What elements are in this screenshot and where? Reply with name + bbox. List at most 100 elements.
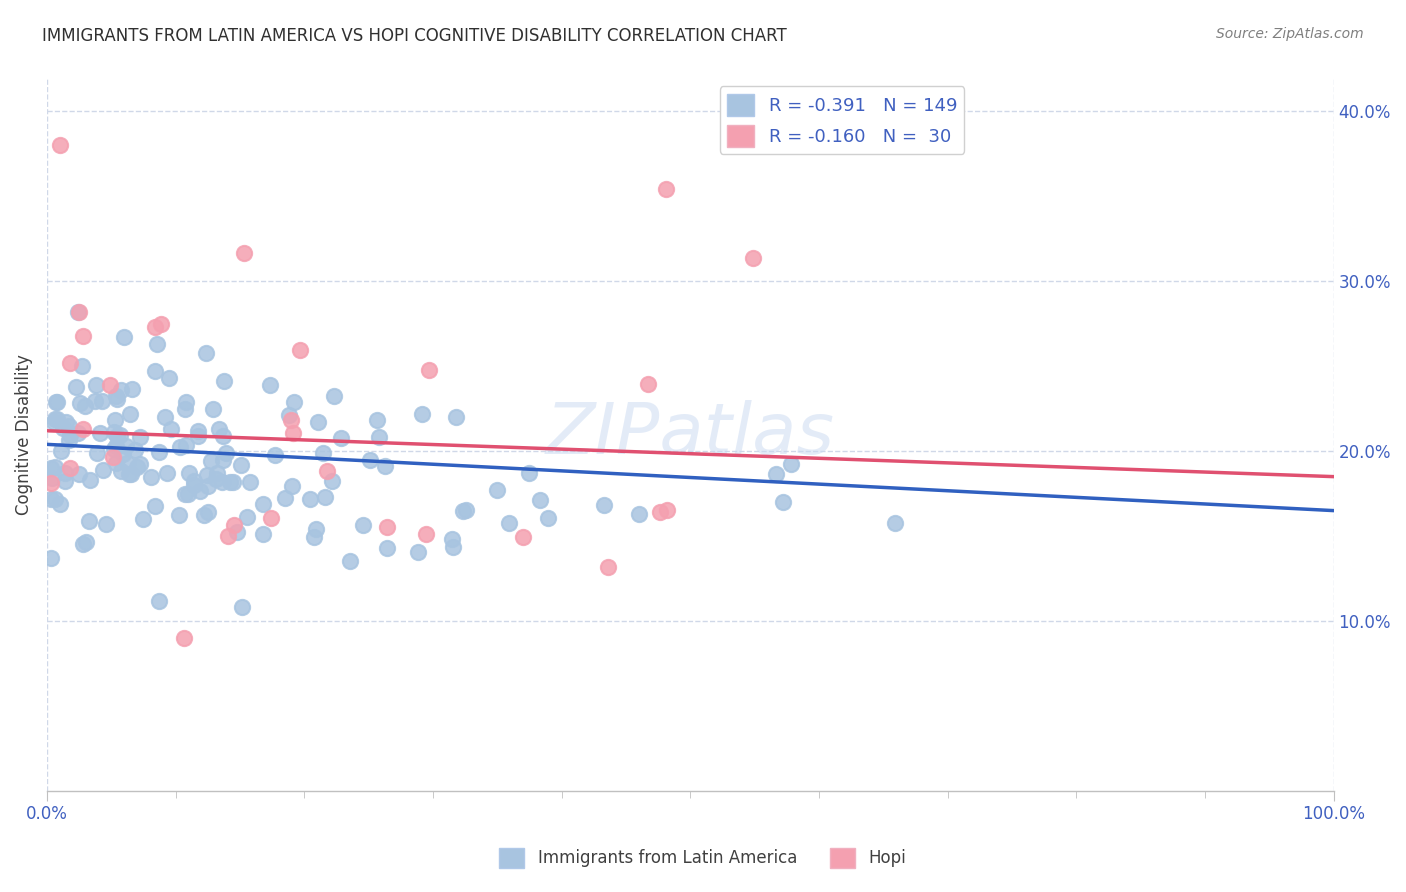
Point	[305, 522, 328, 536]
Point	[187, 424, 209, 438]
Point	[193, 508, 215, 522]
Point	[53, 467, 76, 481]
Legend: R = -0.391   N = 149, R = -0.160   N =  30: R = -0.391 N = 149, R = -0.160 N = 30	[720, 87, 965, 154]
Point	[79, 473, 101, 487]
Point	[72, 422, 94, 436]
Point	[45, 394, 67, 409]
Point	[177, 487, 200, 501]
Point	[83, 394, 105, 409]
Point	[415, 527, 437, 541]
Point	[45, 412, 67, 426]
Point	[329, 431, 352, 445]
Point	[229, 458, 252, 472]
Point	[86, 446, 108, 460]
Point	[366, 413, 388, 427]
Point	[299, 492, 322, 507]
Point	[127, 459, 149, 474]
Point	[44, 415, 66, 429]
Point	[183, 474, 205, 488]
Point	[115, 439, 138, 453]
Point	[44, 412, 66, 426]
Point	[657, 502, 679, 516]
Point	[596, 560, 619, 574]
Point	[252, 527, 274, 541]
Point	[141, 470, 163, 484]
Point	[780, 458, 803, 472]
Point	[66, 426, 89, 441]
Point	[197, 505, 219, 519]
Point	[121, 382, 143, 396]
Point	[183, 478, 205, 492]
Point	[79, 514, 101, 528]
Point	[627, 507, 650, 521]
Point	[72, 329, 94, 343]
Point	[153, 409, 176, 424]
Point	[498, 516, 520, 530]
Point	[197, 479, 219, 493]
Point	[45, 395, 67, 409]
Point	[359, 453, 381, 467]
Point	[44, 492, 66, 507]
Point	[339, 554, 361, 568]
Text: Source: ZipAtlas.com: Source: ZipAtlas.com	[1216, 27, 1364, 41]
Point	[44, 459, 66, 474]
Point	[225, 525, 247, 540]
Point	[537, 511, 560, 525]
Point	[49, 444, 72, 458]
Point	[84, 378, 107, 392]
Point	[322, 389, 344, 403]
Point	[593, 498, 616, 512]
Point	[72, 536, 94, 550]
Point	[200, 453, 222, 467]
Point	[239, 475, 262, 490]
Point	[105, 429, 128, 443]
Point	[94, 517, 117, 532]
Point	[352, 518, 374, 533]
Point	[52, 421, 75, 435]
Point	[143, 319, 166, 334]
Point	[103, 425, 125, 440]
Point	[451, 504, 474, 518]
Point	[222, 518, 245, 533]
Text: IMMIGRANTS FROM LATIN AMERICA VS HOPI COGNITIVE DISABILITY CORRELATION CHART: IMMIGRANTS FROM LATIN AMERICA VS HOPI CO…	[42, 27, 787, 45]
Point	[59, 356, 82, 370]
Point	[231, 599, 253, 614]
Point	[742, 251, 765, 265]
Point	[174, 395, 197, 409]
Point	[104, 439, 127, 453]
Point	[110, 464, 132, 478]
Point	[39, 492, 62, 507]
Point	[211, 475, 233, 490]
Point	[281, 425, 304, 440]
Point	[173, 631, 195, 645]
Point	[236, 509, 259, 524]
Point	[124, 442, 146, 457]
Point	[103, 442, 125, 456]
Point	[58, 419, 80, 434]
Point	[315, 464, 337, 478]
Point	[312, 446, 335, 460]
Point	[374, 458, 396, 473]
Point	[217, 529, 239, 543]
Point	[156, 466, 179, 480]
Point	[58, 433, 80, 447]
Point	[167, 508, 190, 522]
Point	[179, 466, 201, 480]
Point	[65, 380, 87, 394]
Point	[98, 378, 121, 392]
Point	[648, 505, 671, 519]
Point	[280, 478, 302, 492]
Point	[174, 487, 197, 501]
Point	[48, 497, 70, 511]
Point	[53, 474, 76, 488]
Y-axis label: Cognitive Disability: Cognitive Disability	[15, 354, 32, 515]
Point	[112, 330, 135, 344]
Point	[215, 446, 238, 460]
Point	[157, 371, 180, 385]
Point	[129, 457, 152, 471]
Point	[59, 461, 82, 475]
Point	[73, 399, 96, 413]
Point	[128, 430, 150, 444]
Point	[132, 512, 155, 526]
Point	[883, 516, 905, 530]
